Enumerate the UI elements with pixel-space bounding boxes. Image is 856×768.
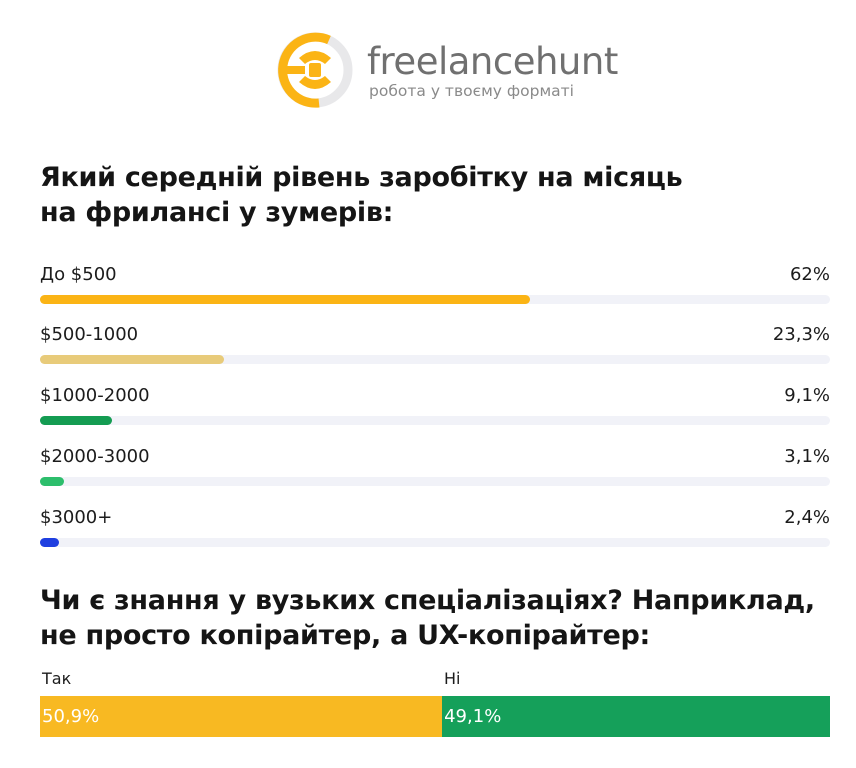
income-row-label: $3000+ (40, 507, 113, 528)
progress-fill (40, 355, 225, 364)
split-no-label: Ні (444, 669, 461, 688)
progress-track (40, 538, 830, 547)
split-labels: Так Ні (40, 668, 830, 690)
income-row-value: 9,1% (784, 385, 830, 406)
income-row-label: $500-1000 (40, 324, 139, 345)
income-row-value: 3,1% (784, 446, 830, 467)
question1-title: Який середній рівень заробітку на місяць… (40, 160, 780, 230)
income-row: До $500 62% (40, 263, 830, 313)
progress-track (40, 295, 830, 304)
income-row: $2000-3000 3,1% (40, 445, 830, 495)
question2-title: Чи є знання у вузьких спеціалізаціях? На… (40, 583, 840, 653)
progress-track (40, 355, 830, 364)
freelancehunt-logo-icon (277, 32, 353, 108)
income-row: $500-1000 23,3% (40, 323, 830, 373)
question1-title-line2: на фрилансі у зумерів: (40, 197, 394, 228)
split-no-segment: 49,1% (442, 696, 830, 737)
progress-fill (40, 477, 65, 486)
income-row: $3000+ 2,4% (40, 506, 830, 556)
freelancehunt-logo: freelancehunt робота у твоєму форматі (273, 28, 618, 118)
question2-title-line1: Чи є знання у вузьких спеціалізаціях? На… (40, 585, 815, 616)
progress-fill (40, 538, 59, 547)
split-bar: 50,9% 49,1% (40, 696, 830, 737)
brand-tagline: робота у твоєму форматі (369, 82, 574, 100)
income-row: $1000-2000 9,1% (40, 384, 830, 434)
split-no-value: 49,1% (444, 706, 502, 727)
income-row-value: 2,4% (784, 507, 830, 528)
progress-fill (40, 416, 112, 425)
progress-track (40, 477, 830, 486)
income-row-label: $1000-2000 (40, 385, 150, 406)
question1-title-line1: Який середній рівень заробітку на місяць (40, 162, 683, 193)
progress-track (40, 416, 830, 425)
progress-fill (40, 295, 530, 304)
split-yes-value: 50,9% (42, 706, 100, 727)
income-row-label: До $500 (40, 264, 117, 285)
income-row-label: $2000-3000 (40, 446, 150, 467)
income-row-value: 23,3% (772, 324, 830, 345)
brand-name: freelancehunt (367, 40, 618, 83)
question2-title-line2: не просто копірайтер, а UX-копірайтер: (40, 620, 650, 651)
split-yes-label: Так (42, 669, 72, 688)
income-row-value: 62% (789, 264, 830, 285)
split-yes-segment: 50,9% (40, 696, 443, 737)
